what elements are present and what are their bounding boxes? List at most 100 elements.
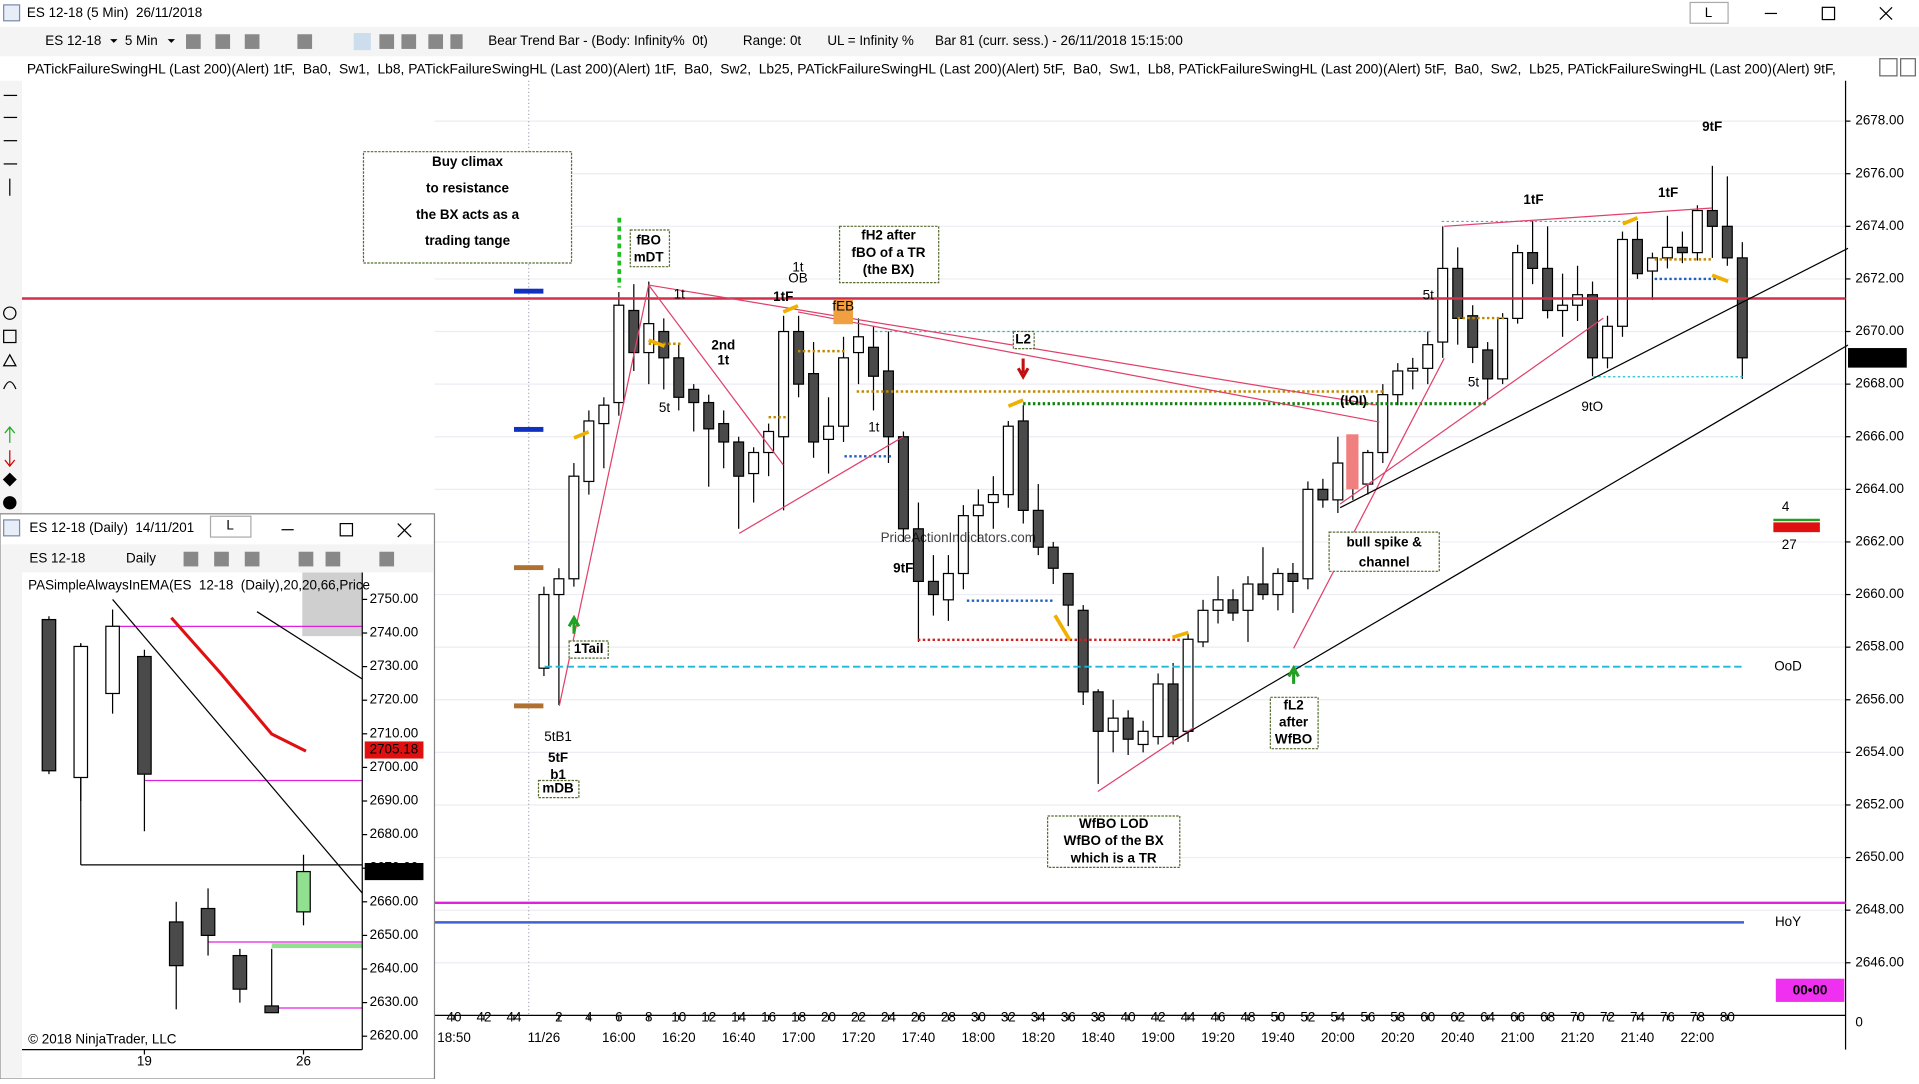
icon[interactable] bbox=[401, 34, 417, 49]
tool[interactable] bbox=[3, 306, 17, 320]
candle-body bbox=[1107, 717, 1119, 732]
panel-button[interactable] bbox=[1879, 58, 1898, 77]
toolbar-icons bbox=[183, 551, 395, 567]
instrument-selector[interactable]: ES 12-18 bbox=[45, 33, 101, 48]
annotation-text: 5tF bbox=[548, 750, 568, 765]
annotation-text: after bbox=[1279, 715, 1309, 730]
icon[interactable] bbox=[215, 34, 231, 49]
x-tick-label: 19 bbox=[137, 1053, 152, 1068]
y-tick-label: 2620.00 bbox=[370, 1028, 419, 1043]
candle-body bbox=[808, 373, 820, 443]
ema-line bbox=[170, 616, 307, 753]
layout-button[interactable] bbox=[1689, 1, 1729, 24]
candle-body bbox=[1152, 683, 1164, 738]
x-time-label: 18:00 bbox=[962, 1030, 996, 1045]
candle-body bbox=[718, 422, 730, 443]
y-tick-label: 2654.00 bbox=[1855, 744, 1904, 759]
candle-body bbox=[1542, 267, 1554, 312]
main-axes: 2646.00 2648.00 2650.00 2652.00 2654.00 2656.… bbox=[22, 80, 1907, 1050]
signal-tick bbox=[782, 304, 799, 314]
layout-button[interactable] bbox=[209, 515, 252, 538]
candle-body bbox=[1077, 609, 1089, 693]
trend-line bbox=[558, 284, 650, 707]
candle-body bbox=[942, 572, 954, 601]
icon[interactable] bbox=[353, 33, 371, 51]
candle-body bbox=[1676, 246, 1688, 254]
candle-body bbox=[927, 580, 939, 596]
tool[interactable] bbox=[4, 425, 16, 443]
panel-button[interactable] bbox=[1900, 58, 1916, 77]
icon[interactable] bbox=[183, 551, 199, 567]
interval-selector[interactable]: 5 Min bbox=[125, 33, 158, 48]
restore-button[interactable] bbox=[339, 522, 354, 537]
x-tick-label: 44 bbox=[1181, 1009, 1196, 1024]
x-time-label: 18:20 bbox=[1021, 1030, 1055, 1045]
x-tick-label: 34 bbox=[1031, 1009, 1046, 1024]
layout-button-label[interactable]: L bbox=[1705, 5, 1713, 20]
copyright: © 2018 NinjaTrader, LLC bbox=[28, 1031, 177, 1046]
candle-body bbox=[957, 515, 969, 575]
icon[interactable] bbox=[186, 34, 201, 49]
icon[interactable] bbox=[428, 34, 444, 49]
layout-button-label[interactable]: L bbox=[226, 518, 234, 533]
x-time-label: 18:40 bbox=[1081, 1030, 1115, 1045]
candle-body bbox=[1242, 583, 1254, 611]
x-tick-label: 20 bbox=[821, 1009, 836, 1024]
x-time-label: 20:40 bbox=[1441, 1030, 1475, 1045]
instrument-selector[interactable]: ES 12-18 bbox=[29, 551, 85, 566]
annotation-text: fL2 bbox=[1284, 697, 1304, 712]
icon[interactable] bbox=[297, 34, 313, 49]
candle-body bbox=[1032, 509, 1044, 548]
icon[interactable] bbox=[379, 551, 395, 567]
icon[interactable] bbox=[244, 551, 260, 567]
close-button[interactable] bbox=[397, 523, 412, 538]
candle-body bbox=[1631, 238, 1643, 275]
tool[interactable] bbox=[3, 329, 17, 344]
y-tick-label: 2750.00 bbox=[370, 591, 419, 606]
signal-label: OoD bbox=[1774, 658, 1802, 673]
trend-lines bbox=[558, 207, 1713, 793]
interval-selector[interactable]: Daily bbox=[126, 551, 156, 566]
x-tick-label: 38 bbox=[1091, 1009, 1106, 1024]
signal-label: 9tO bbox=[1581, 399, 1603, 414]
tool[interactable] bbox=[2, 472, 17, 487]
tool[interactable] bbox=[3, 381, 17, 390]
drawings bbox=[22, 80, 1849, 1016]
x-tick-label: 12 bbox=[701, 1009, 716, 1024]
tool[interactable] bbox=[3, 496, 17, 510]
close-button[interactable] bbox=[1879, 6, 1893, 21]
annotation-text: fBO bbox=[636, 233, 661, 248]
annotations: Buy climax to resistance the BX acts as a t… bbox=[362, 119, 1845, 1002]
annotation-text: Buy climax bbox=[432, 154, 503, 169]
candle-body bbox=[583, 420, 595, 483]
x-tick-label: 14 bbox=[731, 1009, 746, 1024]
x-tick-label: 6 bbox=[615, 1009, 622, 1024]
y-tick-label: 2672.00 bbox=[1855, 270, 1904, 285]
icon[interactable] bbox=[450, 34, 463, 49]
candle-body bbox=[1452, 267, 1464, 319]
icon[interactable] bbox=[244, 34, 260, 49]
candle-body bbox=[73, 645, 89, 779]
signal-ticks bbox=[573, 216, 1729, 641]
x-tick-label: 76 bbox=[1660, 1009, 1675, 1024]
candle-body bbox=[1437, 267, 1449, 343]
title-bar bbox=[0, 0, 1919, 27]
tool[interactable] bbox=[4, 450, 16, 468]
candle-body bbox=[538, 593, 550, 669]
timer-box bbox=[1775, 978, 1845, 1002]
icon[interactable] bbox=[325, 551, 341, 567]
x-time-label: 20:20 bbox=[1381, 1030, 1415, 1045]
status-text: Bear Trend Bar - (Body: Infinity% 0t) bbox=[488, 33, 708, 48]
icon[interactable] bbox=[214, 551, 229, 567]
y-tick-label: 2690.00 bbox=[370, 793, 419, 808]
icon[interactable] bbox=[379, 34, 395, 49]
level-band bbox=[271, 943, 363, 949]
channel-line bbox=[1339, 247, 1849, 509]
x-time-label: 19:00 bbox=[1141, 1030, 1175, 1045]
icon[interactable] bbox=[298, 551, 314, 567]
candle-body bbox=[264, 1005, 280, 1014]
restore-button[interactable] bbox=[1821, 6, 1836, 21]
window-title: ES 12-18 (5 Min) 26/11/2018 bbox=[27, 5, 202, 20]
candle-body bbox=[1601, 325, 1614, 359]
tool[interactable] bbox=[2, 353, 17, 367]
